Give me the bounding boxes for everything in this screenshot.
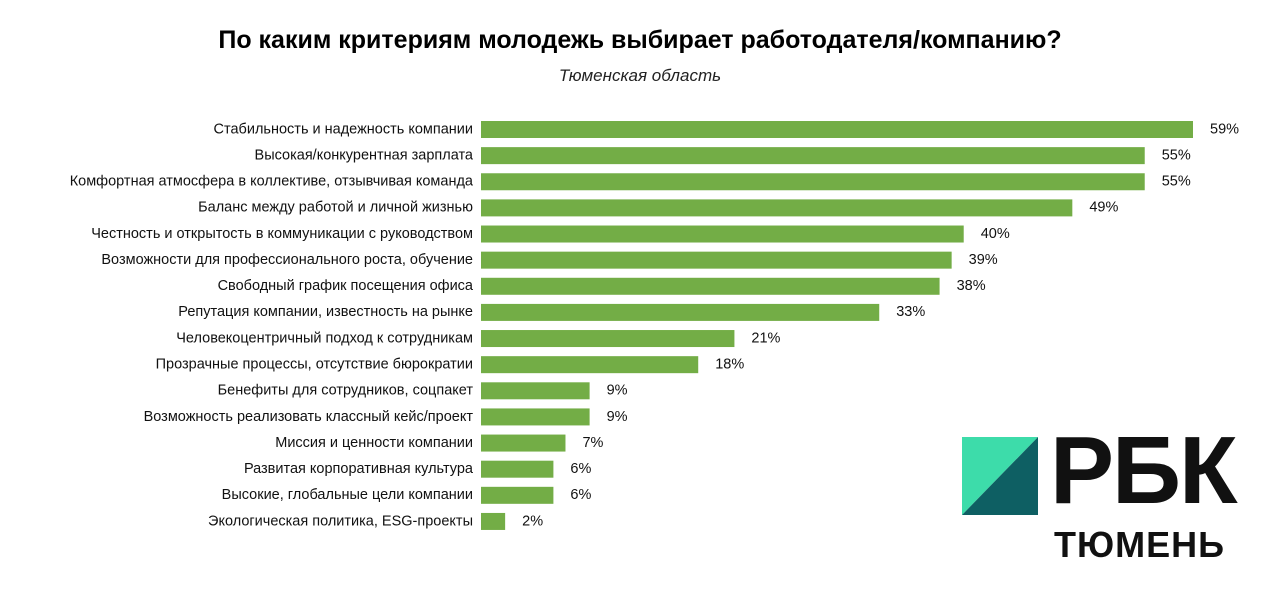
bar: [481, 434, 566, 452]
bar: [481, 486, 554, 504]
category-label: Возможность реализовать классный кейс/пр…: [144, 409, 474, 425]
value-label: 18%: [715, 356, 744, 372]
value-label: 55%: [1162, 147, 1191, 163]
chart-subtitle: Тюменская область: [558, 66, 722, 85]
category-label: Человекоцентричный подход к сотрудникам: [176, 330, 473, 346]
chart-title: По каким критериям молодежь выбирает раб…: [218, 26, 1062, 54]
value-label: 2%: [522, 513, 543, 529]
value-label: 39%: [969, 252, 998, 268]
category-label: Баланс между работой и личной жизнью: [198, 200, 473, 216]
bar: [481, 512, 506, 530]
category-label: Возможности для профессионального роста,…: [101, 252, 473, 268]
category-label: Свободный график посещения офиса: [218, 278, 474, 294]
value-label: 21%: [751, 330, 780, 346]
value-label: 38%: [957, 278, 986, 294]
bar: [481, 251, 952, 269]
bar: [481, 199, 1073, 217]
bar: [481, 147, 1145, 165]
category-label: Стабильность и надежность компании: [214, 121, 473, 137]
category-label: Экологическая политика, ESG-проекты: [208, 513, 473, 529]
logo-city: ТЮМЕНЬ: [1054, 524, 1225, 565]
category-label: Прозрачные процессы, отсутствие бюрократ…: [156, 356, 473, 372]
bar: [481, 303, 880, 321]
bar: [481, 408, 590, 426]
category-label: Бенефиты для сотрудников, соцпакет: [218, 383, 474, 399]
value-label: 9%: [607, 409, 628, 425]
value-label: 55%: [1162, 174, 1191, 190]
rbc-logo-mark-icon: [962, 437, 1038, 515]
bar: [481, 121, 1193, 138]
value-label: 7%: [582, 435, 603, 451]
category-label: Высокая/конкурентная зарплата: [255, 147, 474, 163]
value-label: 33%: [896, 304, 925, 320]
value-label: 40%: [981, 226, 1010, 242]
bar: [481, 460, 554, 478]
bar: [481, 173, 1145, 191]
category-label: Честность и открытость в коммуникации с …: [91, 226, 473, 242]
category-label: Миссия и ценности компании: [275, 435, 473, 451]
bar: [481, 330, 735, 348]
bar: [481, 382, 590, 400]
bar: [481, 356, 699, 374]
bar: [481, 225, 964, 243]
value-label: 6%: [570, 461, 591, 477]
rbc-tyumen-logo: РБК ТЮМЕНЬ: [962, 423, 1252, 567]
category-label: Комфортная атмосфера в коллективе, отзыв…: [70, 174, 474, 190]
category-label: Репутация компании, известность на рынке: [178, 304, 473, 320]
value-label: 6%: [570, 487, 591, 503]
logo-word: РБК: [1050, 417, 1238, 524]
category-label: Развитая корпоративная культура: [244, 461, 474, 477]
value-label: 9%: [607, 383, 628, 399]
value-label: 49%: [1089, 200, 1118, 216]
category-label: Высокие, глобальные цели компании: [222, 487, 473, 503]
value-label: 59%: [1210, 121, 1239, 137]
bar: [481, 277, 940, 295]
